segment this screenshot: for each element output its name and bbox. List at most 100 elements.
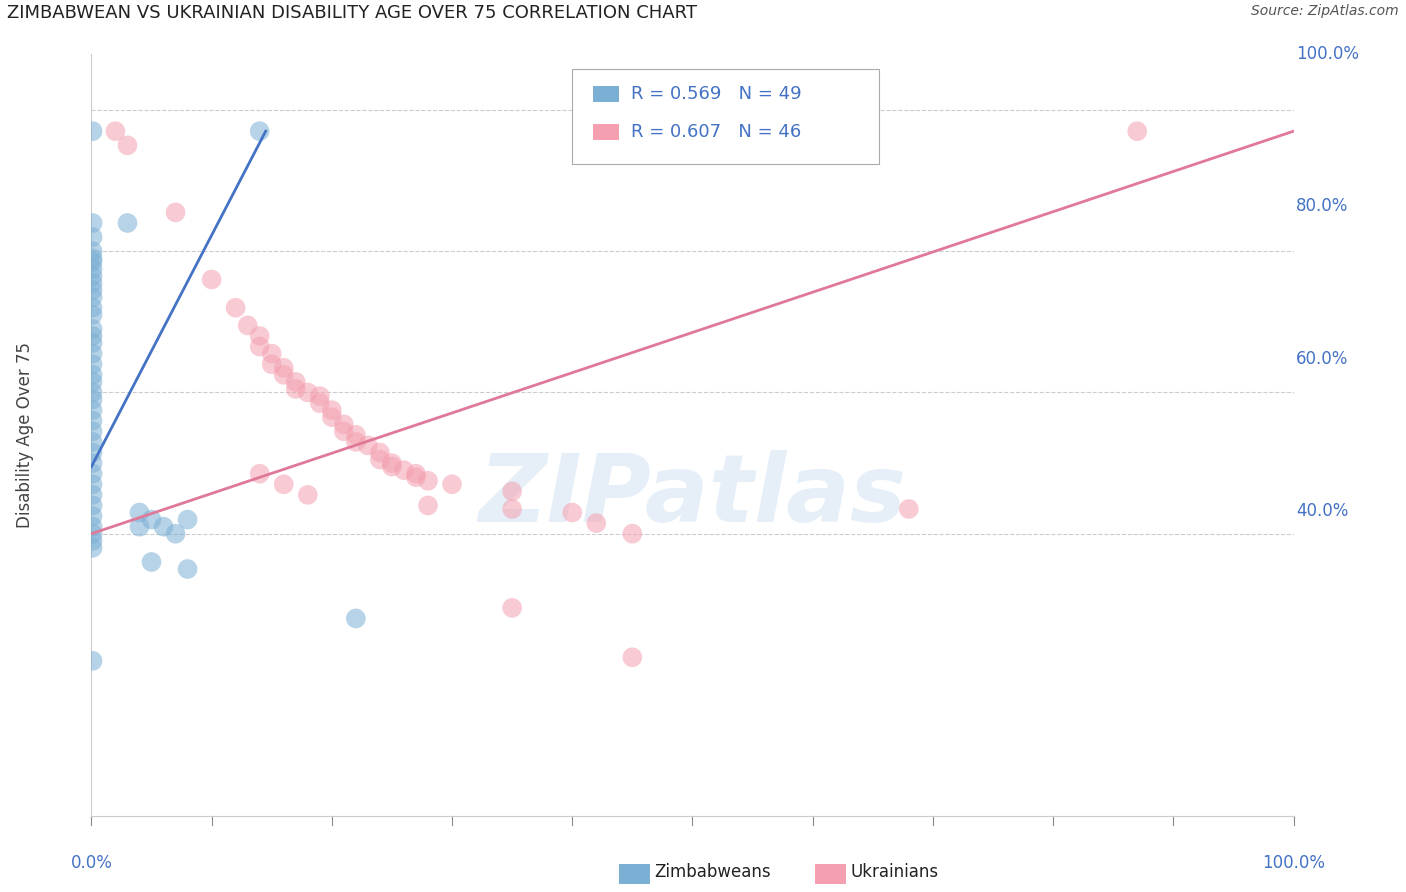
Point (104, 124, 127, 138)
Point (368, 452, 391, 467)
Point (82, 392, 104, 407)
Point (82, 276, 104, 290)
Point (82, 336, 104, 351)
Point (117, 216, 139, 230)
Text: 0.0%: 0.0% (70, 855, 112, 872)
Point (249, 329, 271, 343)
Point (416, 474, 439, 488)
Point (176, 562, 198, 576)
Text: 100.0%: 100.0% (1263, 855, 1324, 872)
Point (249, 340, 271, 354)
Point (141, 513, 163, 527)
Point (405, 470, 427, 484)
Text: ZIPatlas: ZIPatlas (478, 450, 907, 541)
Point (128, 506, 150, 520)
Point (501, 484, 523, 499)
Point (82, 434, 104, 449)
Point (357, 438, 380, 452)
Point (82, 467, 104, 481)
Point (561, 506, 583, 520)
Text: Zimbabweans: Zimbabweans (654, 863, 770, 881)
Point (333, 417, 356, 432)
Point (152, 519, 174, 533)
Point (82, 375, 104, 389)
Point (117, 138, 139, 153)
Point (405, 467, 427, 481)
Point (82, 230, 104, 244)
Point (82, 290, 104, 304)
Point (1126, 124, 1149, 138)
Point (82, 456, 104, 470)
Point (82, 357, 104, 371)
Text: R = 0.607   N = 46: R = 0.607 N = 46 (631, 123, 801, 141)
Point (82, 654, 104, 668)
Text: Ukrainians: Ukrainians (851, 863, 939, 881)
Point (82, 322, 104, 336)
Point (82, 425, 104, 439)
FancyBboxPatch shape (572, 69, 879, 164)
Text: Disability Age Over 75: Disability Age Over 75 (17, 342, 34, 528)
Point (82, 368, 104, 382)
Point (82, 329, 104, 343)
Point (82, 403, 104, 417)
Point (82, 414, 104, 428)
Point (344, 434, 367, 449)
Point (297, 385, 319, 400)
Point (82, 499, 104, 513)
Point (82, 509, 104, 524)
Point (82, 252, 104, 266)
Point (165, 205, 187, 219)
Bar (593, 124, 619, 140)
Point (201, 272, 224, 286)
Point (368, 445, 391, 459)
Text: R = 0.569   N = 49: R = 0.569 N = 49 (631, 85, 801, 103)
Point (273, 477, 295, 491)
Point (284, 375, 307, 389)
Point (82, 346, 104, 360)
Point (621, 650, 644, 665)
Point (82, 301, 104, 315)
Point (128, 519, 150, 533)
Point (82, 385, 104, 400)
Text: 60.0%: 60.0% (1296, 350, 1348, 368)
Point (344, 611, 367, 625)
Point (260, 346, 283, 360)
Point (897, 502, 920, 516)
Point (82, 216, 104, 230)
Point (333, 425, 356, 439)
Point (82, 477, 104, 491)
Text: ZIMBABWEAN VS UKRAINIAN DISABILITY AGE OVER 75 CORRELATION CHART: ZIMBABWEAN VS UKRAINIAN DISABILITY AGE O… (7, 4, 697, 22)
Point (82, 244, 104, 259)
Point (82, 533, 104, 548)
Point (176, 513, 198, 527)
Point (392, 463, 415, 477)
Point (344, 428, 367, 442)
Point (621, 526, 644, 541)
Point (82, 283, 104, 297)
Point (165, 526, 187, 541)
Point (82, 541, 104, 555)
Point (501, 600, 523, 615)
Point (236, 318, 259, 333)
Point (141, 555, 163, 569)
Point (260, 357, 283, 371)
Point (82, 445, 104, 459)
Point (82, 268, 104, 283)
Point (82, 488, 104, 502)
Point (82, 526, 104, 541)
Point (308, 389, 330, 403)
Point (284, 382, 307, 396)
Point (273, 368, 295, 382)
Point (321, 410, 343, 425)
Point (273, 360, 295, 375)
Text: 40.0%: 40.0% (1296, 502, 1348, 520)
Point (321, 403, 343, 417)
Point (225, 301, 247, 315)
Point (501, 502, 523, 516)
Text: 100.0%: 100.0% (1296, 45, 1360, 62)
Point (249, 124, 271, 138)
Bar (593, 86, 619, 103)
Text: 80.0%: 80.0% (1296, 197, 1348, 215)
Point (440, 477, 463, 491)
Point (381, 456, 404, 470)
